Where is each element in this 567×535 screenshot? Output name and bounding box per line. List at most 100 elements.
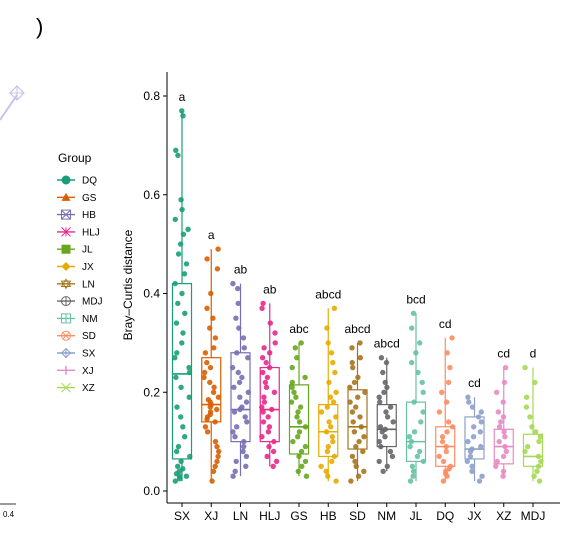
data-point-mdj <box>534 468 540 474</box>
data-point-hlj <box>266 443 272 450</box>
legend: Group DQ GS HB HLJ JL JX LN MDJ NM SD SX XJ XZ <box>57 151 103 394</box>
data-point-dq <box>444 473 450 479</box>
data-point-xz <box>493 389 500 395</box>
data-point-xj <box>204 429 211 435</box>
data-point-sx <box>179 206 185 213</box>
data-point-sx <box>182 434 188 440</box>
data-point-mdj <box>535 453 542 460</box>
data-point-xz <box>503 448 509 455</box>
data-point-hb <box>325 340 331 346</box>
legend-item-dq: DQ <box>57 175 97 187</box>
data-point-ln <box>244 419 250 425</box>
significance-label: cd <box>468 376 481 390</box>
data-point-xj <box>212 463 218 469</box>
significance-label: abcd <box>374 337 400 351</box>
data-point-gs <box>290 438 296 445</box>
data-point-hb <box>331 305 338 311</box>
triangle-icon <box>57 192 75 201</box>
data-point-jx <box>469 404 476 410</box>
data-point-hb <box>326 379 332 386</box>
data-point-mdj <box>536 478 543 484</box>
data-point-sd <box>347 399 353 405</box>
data-point-dq <box>443 448 449 455</box>
data-point-ln <box>239 374 245 381</box>
data-point-xz <box>495 409 501 415</box>
data-point-xz <box>496 424 503 430</box>
data-point-mdj <box>537 434 544 440</box>
data-point-dq <box>436 453 442 460</box>
data-point-jx <box>478 443 484 450</box>
data-point-xj <box>214 458 220 465</box>
data-point-nm <box>384 463 390 469</box>
data-point-ln <box>232 468 238 474</box>
left-panel-tick-label: 0.4 <box>3 510 15 519</box>
data-point-sx <box>178 197 184 203</box>
boxplots <box>171 110 544 482</box>
data-point-hb <box>330 359 336 366</box>
significance-label: cd <box>439 317 452 331</box>
data-point-hb <box>333 414 339 420</box>
data-point-gs <box>289 364 295 371</box>
data-point-xj <box>215 394 222 400</box>
data-point-ln <box>236 379 243 386</box>
x-tick-label: DQ <box>436 509 454 523</box>
square-icon <box>57 244 75 254</box>
significance-label: ab <box>234 263 248 277</box>
legend-label: XZ <box>82 383 95 394</box>
data-point-jx <box>465 394 471 400</box>
data-point-hlj <box>273 458 280 465</box>
data-point-hlj <box>267 350 273 356</box>
x-tick-label: GS <box>290 509 307 523</box>
data-point-xz <box>500 453 507 460</box>
data-point-sd <box>357 414 363 420</box>
data-point-nm <box>377 399 383 405</box>
data-point-ln <box>233 315 239 321</box>
x-tick-label: SX <box>174 509 190 523</box>
data-point-mdj <box>535 463 542 469</box>
data-point-jx <box>469 463 475 469</box>
data-point-hlj <box>261 345 267 351</box>
data-point-gs <box>289 379 295 386</box>
data-point-gs <box>302 374 308 381</box>
y-tick-label: 0.4 <box>143 287 160 301</box>
data-point-gs <box>296 453 302 460</box>
legend-label: LN <box>82 279 95 290</box>
data-point-nm <box>376 438 382 445</box>
data-point-gs <box>288 399 295 405</box>
data-point-gs <box>302 424 309 430</box>
x-tick-label: HLJ <box>259 509 280 523</box>
data-point-sx <box>175 300 181 307</box>
data-point-sx <box>178 458 184 465</box>
data-point-dq <box>439 438 446 445</box>
data-point-dq <box>445 419 452 425</box>
data-point-nm <box>383 359 390 366</box>
data-point-xj <box>215 453 221 460</box>
data-point-gs <box>292 345 298 351</box>
data-point-jl <box>407 443 413 450</box>
data-point-hb <box>318 409 325 415</box>
data-point-mdj <box>531 473 537 479</box>
circle-plus-icon <box>57 296 75 307</box>
diamond-plus-icon <box>57 347 75 359</box>
legend-item-jx: JX <box>57 262 94 273</box>
data-point-jx <box>470 434 477 440</box>
data-point-dq <box>440 478 447 484</box>
data-point-xj <box>209 478 215 484</box>
data-point-sd <box>361 434 367 440</box>
data-point-xj <box>211 384 217 390</box>
data-point-mdj <box>536 438 542 445</box>
data-point-xj <box>204 416 210 423</box>
data-point-xj <box>207 364 214 371</box>
plus-icon <box>57 365 75 375</box>
data-point-sd <box>353 443 359 450</box>
data-point-jx <box>477 429 483 435</box>
data-point-sx <box>187 453 193 460</box>
data-point-sx <box>174 404 180 410</box>
data-point-xz <box>496 438 502 445</box>
data-point-xz <box>501 429 507 435</box>
data-point-gs <box>298 448 305 455</box>
data-point-jl <box>416 448 423 455</box>
legend-label: SX <box>82 349 96 360</box>
data-point-sd <box>350 419 356 425</box>
data-point-xj <box>211 345 217 351</box>
